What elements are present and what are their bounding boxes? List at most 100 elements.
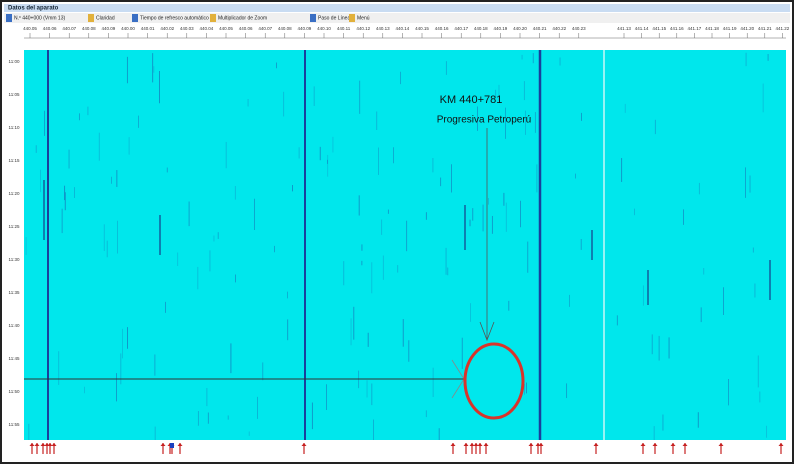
event-marker-head xyxy=(477,443,483,446)
event-marker-head xyxy=(473,443,479,446)
ruler xyxy=(4,24,790,40)
ruler-label: 440.15 xyxy=(415,26,429,31)
ruler-label: 441.20 xyxy=(740,26,754,31)
event-marker-head xyxy=(51,443,57,446)
event-marker-head xyxy=(778,443,784,446)
time-label: 11:10 xyxy=(9,125,20,130)
ruler-label: 440.20 xyxy=(513,26,527,31)
toolbar-label[interactable]: Multiplicador de Zoom xyxy=(218,15,267,21)
ruler-label: 440.06 xyxy=(239,26,253,31)
highlight-circle xyxy=(463,342,525,420)
ruler-label: 441.22 xyxy=(776,26,790,31)
signal-streaks xyxy=(25,52,771,453)
time-label: 11:40 xyxy=(9,323,20,328)
time-axis: 11:00 11:05 11:10 11:15 11:20 11:25 11:30 11:35… xyxy=(9,59,20,427)
event-marker-head xyxy=(718,443,724,446)
event-marker-head xyxy=(538,443,544,446)
time-label: 11:50 xyxy=(9,389,20,394)
time-label: 11:25 xyxy=(9,224,20,229)
toolbar-label[interactable]: N.º 440+000 (Vmm 13) xyxy=(14,15,65,21)
time-label: 11:45 xyxy=(9,356,20,361)
toolbar-label[interactable]: Paso de Línea xyxy=(318,15,350,21)
event-marker-head xyxy=(483,443,489,446)
event-marker-head xyxy=(652,443,658,446)
time-label: 11:20 xyxy=(9,191,20,196)
toolbar-label[interactable]: Tiempo de refresco automático xyxy=(140,15,209,21)
time-label: 11:05 xyxy=(9,92,20,97)
ruler-label: 440.08 xyxy=(82,26,96,31)
ruler-label: 440.12 xyxy=(356,26,370,31)
ruler-label: 440.09 xyxy=(298,26,312,31)
event-marker-head xyxy=(34,443,40,446)
ruler-label: 440.06 xyxy=(43,26,57,31)
ruler-label: 441.17 xyxy=(688,26,702,31)
event-marker-head xyxy=(640,443,646,446)
time-label: 11:55 xyxy=(9,422,20,427)
ruler-label: 440.03 xyxy=(180,26,194,31)
ruler-label: 440.21 xyxy=(533,26,547,31)
pointer-arrow xyxy=(479,321,495,342)
event-marker-head xyxy=(450,443,456,446)
ruler-label: 440.16 xyxy=(435,26,449,31)
event-marker-head xyxy=(682,443,688,446)
ruler-label: 440.05 xyxy=(23,26,37,31)
event-flag xyxy=(170,443,174,448)
ruler-label: 440.07 xyxy=(62,26,76,31)
ruler-label: 440.09 xyxy=(102,26,116,31)
ruler-label: 440.08 xyxy=(278,26,292,31)
event-marker-head xyxy=(469,443,475,446)
ruler-label: 440.23 xyxy=(572,26,586,31)
event-strip xyxy=(24,440,786,456)
ruler-label: 440.18 xyxy=(474,26,488,31)
toolbar-icon xyxy=(210,14,216,22)
ruler-label: 440.10 xyxy=(317,26,331,31)
toolbar-icon xyxy=(88,14,94,22)
toolbar xyxy=(4,13,790,23)
toolbar-icon xyxy=(6,14,12,22)
time-label: 11:30 xyxy=(9,257,20,262)
annotation-subtitle: Progresiva Petroperú xyxy=(437,115,532,126)
event-marker-head xyxy=(40,443,46,446)
event-marker-head xyxy=(463,443,469,446)
ruler-label: 440.04 xyxy=(200,26,214,31)
event-markers xyxy=(29,443,784,454)
time-label: 11:00 xyxy=(9,59,20,64)
toolbar-icon xyxy=(132,14,138,22)
ruler-label: 440.17 xyxy=(454,26,468,31)
ruler-label: 440.01 xyxy=(141,26,155,31)
ruler-labels: 440.05 440.06 440.07 440.08 440.09 440.00 440.… xyxy=(23,26,790,39)
ruler-label: 440.14 xyxy=(396,26,410,31)
event-marker-head xyxy=(47,443,53,446)
time-label: 11:15 xyxy=(9,158,20,163)
ruler-label: 441.13 xyxy=(617,26,631,31)
waterfall xyxy=(24,50,786,440)
toolbar-items: N.º 440+000 (Vmm 13) Claridad Tiempo de re… xyxy=(6,14,370,22)
annotation-km: KM 440+781 xyxy=(440,94,503,106)
toolbar-label[interactable]: Menú xyxy=(357,15,370,21)
ruler-label: 441.14 xyxy=(635,26,649,31)
event-marker-head xyxy=(177,443,183,446)
ruler-label: 440.02 xyxy=(160,26,174,31)
event-marker-head xyxy=(29,443,35,446)
event-marker-head xyxy=(593,443,599,446)
ruler-label: 440.05 xyxy=(219,26,233,31)
ruler-label: 441.19 xyxy=(723,26,737,31)
toolbar-icon xyxy=(310,14,316,22)
toolbar-icon xyxy=(349,14,355,22)
ruler-label: 441.21 xyxy=(758,26,772,31)
ruler-label: 440.22 xyxy=(552,26,566,31)
ruler-label: 441.16 xyxy=(670,26,684,31)
title-bar xyxy=(4,4,790,12)
ruler-label: 440.11 xyxy=(337,26,351,31)
ruler-label: 440.13 xyxy=(376,26,390,31)
ruler-label: 440.00 xyxy=(121,26,135,31)
event-marker-head xyxy=(528,443,534,446)
toolbar-label[interactable]: Claridad xyxy=(96,15,115,21)
event-marker-head xyxy=(301,443,307,446)
window-title: Datos del aparato xyxy=(8,6,59,12)
event-marker-head xyxy=(160,443,166,446)
event-marker-head xyxy=(670,443,676,446)
ruler-label: 441.15 xyxy=(652,26,666,31)
